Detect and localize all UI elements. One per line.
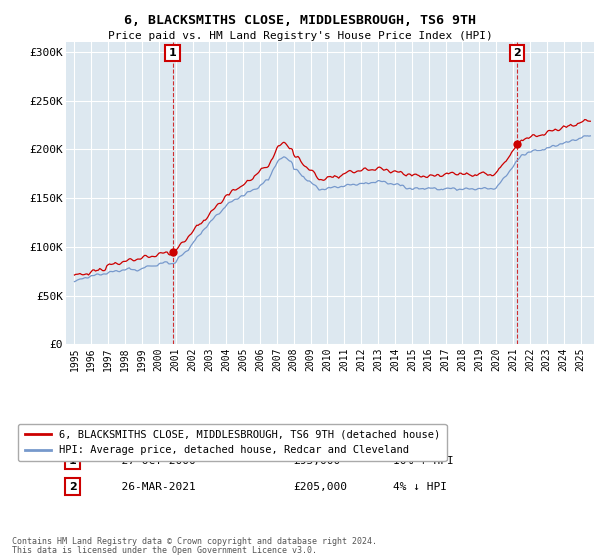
Text: 4% ↓ HPI: 4% ↓ HPI <box>394 482 448 492</box>
Text: 26-MAR-2021: 26-MAR-2021 <box>108 482 196 492</box>
Text: Contains HM Land Registry data © Crown copyright and database right 2024.: Contains HM Land Registry data © Crown c… <box>12 538 377 547</box>
Text: Price paid vs. HM Land Registry's House Price Index (HPI): Price paid vs. HM Land Registry's House … <box>107 31 493 41</box>
Text: 1: 1 <box>68 456 76 466</box>
Text: 27-OCT-2000: 27-OCT-2000 <box>108 456 196 466</box>
Text: £95,000: £95,000 <box>293 456 340 466</box>
Text: 2: 2 <box>513 48 521 58</box>
Text: This data is licensed under the Open Government Licence v3.0.: This data is licensed under the Open Gov… <box>12 547 317 556</box>
Text: 10% ↑ HPI: 10% ↑ HPI <box>394 456 454 466</box>
Text: £205,000: £205,000 <box>293 482 347 492</box>
Text: 2: 2 <box>68 482 76 492</box>
Text: 1: 1 <box>169 48 176 58</box>
Legend: 6, BLACKSMITHS CLOSE, MIDDLESBROUGH, TS6 9TH (detached house), HPI: Average pric: 6, BLACKSMITHS CLOSE, MIDDLESBROUGH, TS6… <box>19 424 446 461</box>
Text: 6, BLACKSMITHS CLOSE, MIDDLESBROUGH, TS6 9TH: 6, BLACKSMITHS CLOSE, MIDDLESBROUGH, TS6… <box>124 14 476 27</box>
